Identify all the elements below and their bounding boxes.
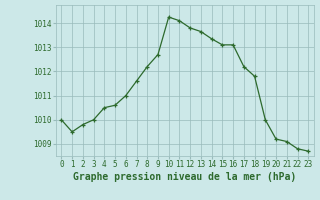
X-axis label: Graphe pression niveau de la mer (hPa): Graphe pression niveau de la mer (hPa) — [73, 172, 296, 182]
